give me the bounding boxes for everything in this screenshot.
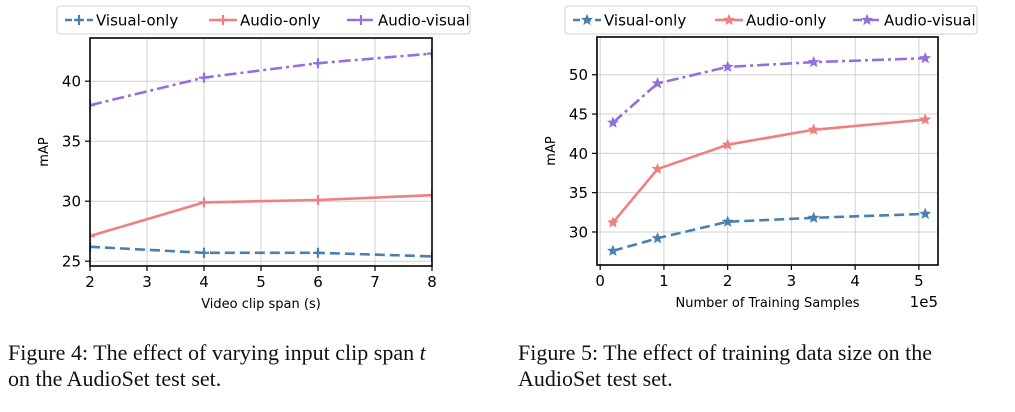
chart-1: 2 3 4 5 6 7 8 25 30 35 40 Video clip span (s) mAP Vis… (37, 5, 471, 312)
x-tick-label: 3 (787, 272, 797, 290)
data-point (199, 197, 209, 208)
figure-4-caption-text-2: on the AudioSet test set. (8, 366, 222, 391)
data-point (807, 55, 820, 68)
figure-5-caption: Figure 5: The effect of training data si… (518, 340, 1013, 392)
y-tick-label: 25 (62, 253, 81, 271)
legend-marker (74, 15, 84, 25)
data-point (313, 195, 323, 205)
figure-5-caption-text: Figure 5: The effect of training data si… (518, 340, 932, 391)
series-group (606, 51, 932, 256)
legend-label: Audio-only (240, 12, 320, 30)
y-tick-label: 40 (569, 145, 588, 163)
data-point (427, 190, 432, 201)
x-tick-label: 2 (723, 272, 733, 290)
legend-marker (356, 15, 366, 25)
data-point (651, 77, 664, 89)
x-tick-label: 7 (370, 273, 380, 291)
data-point (427, 48, 432, 59)
data-point (606, 216, 619, 228)
legend-box (564, 5, 978, 35)
x-tick-label: 1 (659, 272, 669, 290)
data-point (919, 51, 932, 64)
legend-label: Audio-visual (378, 12, 470, 30)
y-tick-label: 40 (62, 73, 81, 91)
data-point (313, 247, 323, 258)
x-tick-label: 2 (85, 273, 95, 291)
series-line-audio-only (90, 193, 432, 238)
legend-label: Visual-only (604, 12, 686, 30)
data-point (606, 116, 619, 128)
x-tick-label: 4 (850, 272, 860, 290)
x-axis-label: Video clip span (s) (201, 297, 321, 312)
data-point (313, 58, 323, 69)
data-point (807, 211, 820, 223)
data-point (651, 232, 664, 244)
y-tick-label: 35 (569, 184, 588, 202)
y-axis-label: mAP (544, 136, 559, 166)
data-point (721, 215, 734, 227)
y-tick-label: 35 (62, 133, 81, 151)
y-tick-label: 30 (62, 193, 81, 211)
series-group (90, 48, 432, 262)
legend-label: Visual-only (96, 12, 178, 30)
data-point (199, 72, 209, 83)
legend-marker (723, 13, 735, 26)
data-point (90, 231, 95, 241)
data-point (90, 241, 95, 252)
data-point (807, 123, 820, 135)
data-point (919, 113, 932, 125)
legend-marker (861, 13, 873, 26)
series-line-visual-only (612, 212, 926, 253)
x-tick-label: 3 (142, 273, 152, 291)
x-tick-label: 5 (914, 272, 924, 290)
data-point (90, 100, 95, 111)
data-point (199, 247, 209, 258)
legend-label: Audio-visual (884, 12, 976, 30)
plot-frame (89, 37, 433, 267)
x-offset-label: 1e5 (910, 293, 938, 311)
x-tick-label: 5 (256, 273, 266, 291)
y-tick-label: 30 (569, 223, 588, 241)
y-tick-label: 45 (569, 106, 588, 124)
figure-4-caption: Figure 4: The effect of varying input cl… (8, 340, 508, 392)
figure-4-caption-variable: t (419, 340, 426, 365)
plot-frame (596, 36, 939, 266)
data-point (721, 60, 734, 72)
x-tick-label: 4 (199, 273, 209, 291)
figure-4-caption-text: Figure 4: The effect of varying input cl… (8, 340, 415, 365)
series-line-audio-visual (612, 56, 926, 124)
x-tick-label: 6 (313, 273, 323, 291)
series-line-visual-only (90, 245, 432, 258)
data-point (919, 207, 932, 219)
data-point (427, 251, 432, 262)
legend-label: Audio-only (746, 12, 826, 30)
y-tick-label: 50 (569, 66, 588, 84)
data-point (651, 162, 664, 175)
legend-marker (218, 15, 228, 25)
legend-marker (581, 13, 593, 26)
data-point (606, 244, 619, 256)
x-tick-label: 0 (595, 272, 605, 290)
data-point (721, 138, 734, 150)
x-tick-label: 8 (427, 273, 437, 291)
legend-box (56, 5, 471, 35)
y-axis-label: mAP (37, 137, 52, 167)
x-axis-label: Number of Training Samples (676, 296, 860, 311)
